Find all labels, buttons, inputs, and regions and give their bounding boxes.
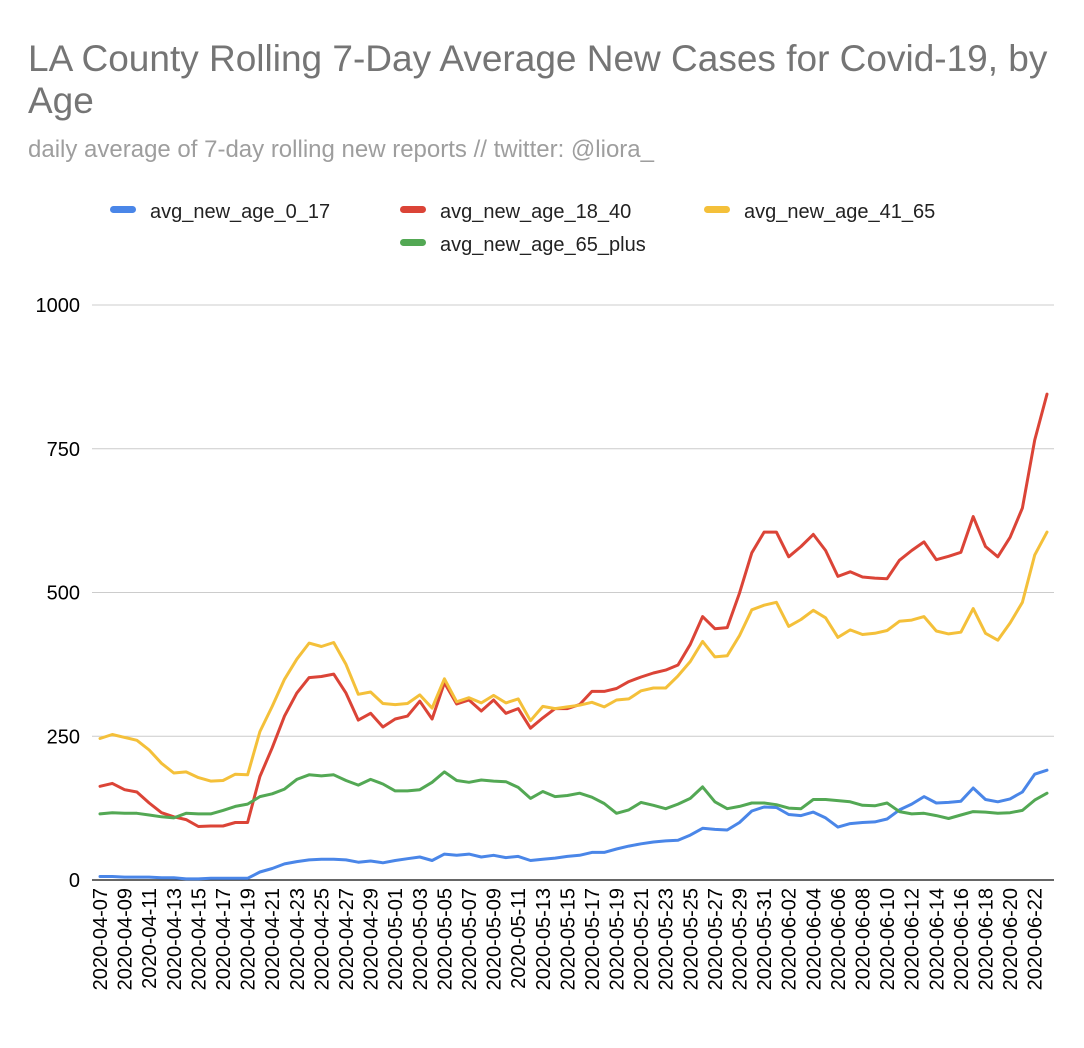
- x-tick-label: 2020-04-09: [115, 888, 137, 990]
- x-tick-label: 2020-05-25: [680, 888, 702, 990]
- x-tick-label: 2020-06-18: [976, 888, 998, 990]
- x-tick-label: 2020-04-17: [213, 888, 235, 990]
- y-tick-label: 750: [47, 439, 80, 461]
- x-tick-label: 2020-05-17: [582, 888, 604, 990]
- chart-title: LA County Rolling 7-Day Average New Case…: [28, 38, 1048, 121]
- x-tick-label: 2020-06-08: [853, 888, 875, 990]
- x-tick-label: 2020-06-12: [902, 888, 924, 990]
- x-tick-label: 2020-05-03: [410, 888, 432, 990]
- x-tick-label: 2020-04-25: [311, 888, 333, 990]
- x-tick-label: 2020-04-15: [188, 888, 210, 990]
- x-tick-label: 2020-06-22: [1025, 888, 1047, 990]
- x-tick-label: 2020-06-04: [803, 888, 825, 990]
- x-tick-label: 2020-05-15: [557, 888, 579, 990]
- x-tick-label: 2020-05-05: [434, 888, 456, 990]
- series-line-avg_new_age_18_40: [98, 392, 1049, 828]
- y-tick-label: 250: [47, 726, 80, 748]
- chart-subtitle: daily average of 7-day rolling new repor…: [28, 136, 654, 163]
- x-tick-label: 2020-04-23: [287, 888, 309, 990]
- x-tick-label: 2020-05-27: [705, 888, 727, 990]
- legend-label: avg_new_age_41_65: [744, 201, 935, 223]
- x-tick-label: 2020-04-27: [336, 888, 358, 990]
- x-tick-label: 2020-05-19: [607, 888, 629, 990]
- x-tick-label: 2020-05-11: [508, 888, 530, 989]
- legend-swatch: [110, 206, 136, 213]
- x-tick-label: 2020-06-20: [1000, 888, 1022, 990]
- legend-label: avg_new_age_65_plus: [440, 234, 646, 256]
- legend-label: avg_new_age_18_40: [440, 201, 631, 223]
- x-tick-label: 2020-06-06: [828, 888, 850, 990]
- x-tick-label: 2020-05-13: [533, 888, 555, 990]
- x-tick-label: 2020-06-14: [926, 888, 948, 990]
- x-tick-label: 2020-05-09: [484, 888, 506, 990]
- x-tick-label: 2020-06-16: [951, 888, 973, 990]
- series-line-avg_new_age_0_17: [98, 768, 1049, 881]
- x-tick-label: 2020-04-13: [164, 888, 186, 990]
- series-line-avg_new_age_41_65: [98, 530, 1049, 783]
- x-tick-label: 2020-05-23: [656, 888, 678, 990]
- x-tick-label: 2020-06-10: [877, 888, 899, 990]
- legend-swatch: [400, 206, 426, 213]
- x-tick-label: 2020-05-31: [754, 888, 776, 990]
- x-tick-label: 2020-04-29: [361, 888, 383, 990]
- legend-swatch: [704, 206, 730, 213]
- legend-label: avg_new_age_0_17: [150, 201, 330, 223]
- x-tick-label: 2020-04-07: [90, 888, 112, 990]
- x-tick-label: 2020-05-07: [459, 888, 481, 990]
- x-tick-label: 2020-04-19: [238, 888, 260, 990]
- series-line-avg_new_age_65_plus: [98, 770, 1049, 820]
- y-tick-label: 500: [47, 583, 80, 605]
- x-tick-label: 2020-05-21: [631, 888, 653, 990]
- x-tick-label: 2020-04-11: [139, 888, 161, 989]
- x-tick-label: 2020-05-29: [730, 888, 752, 990]
- x-tick-label: 2020-06-02: [779, 888, 801, 990]
- y-tick-label: 1000: [36, 295, 81, 317]
- y-tick-label: 0: [69, 870, 80, 892]
- legend-swatch: [400, 239, 426, 246]
- x-tick-label: 2020-05-01: [385, 888, 407, 990]
- x-tick-label: 2020-04-21: [262, 888, 284, 990]
